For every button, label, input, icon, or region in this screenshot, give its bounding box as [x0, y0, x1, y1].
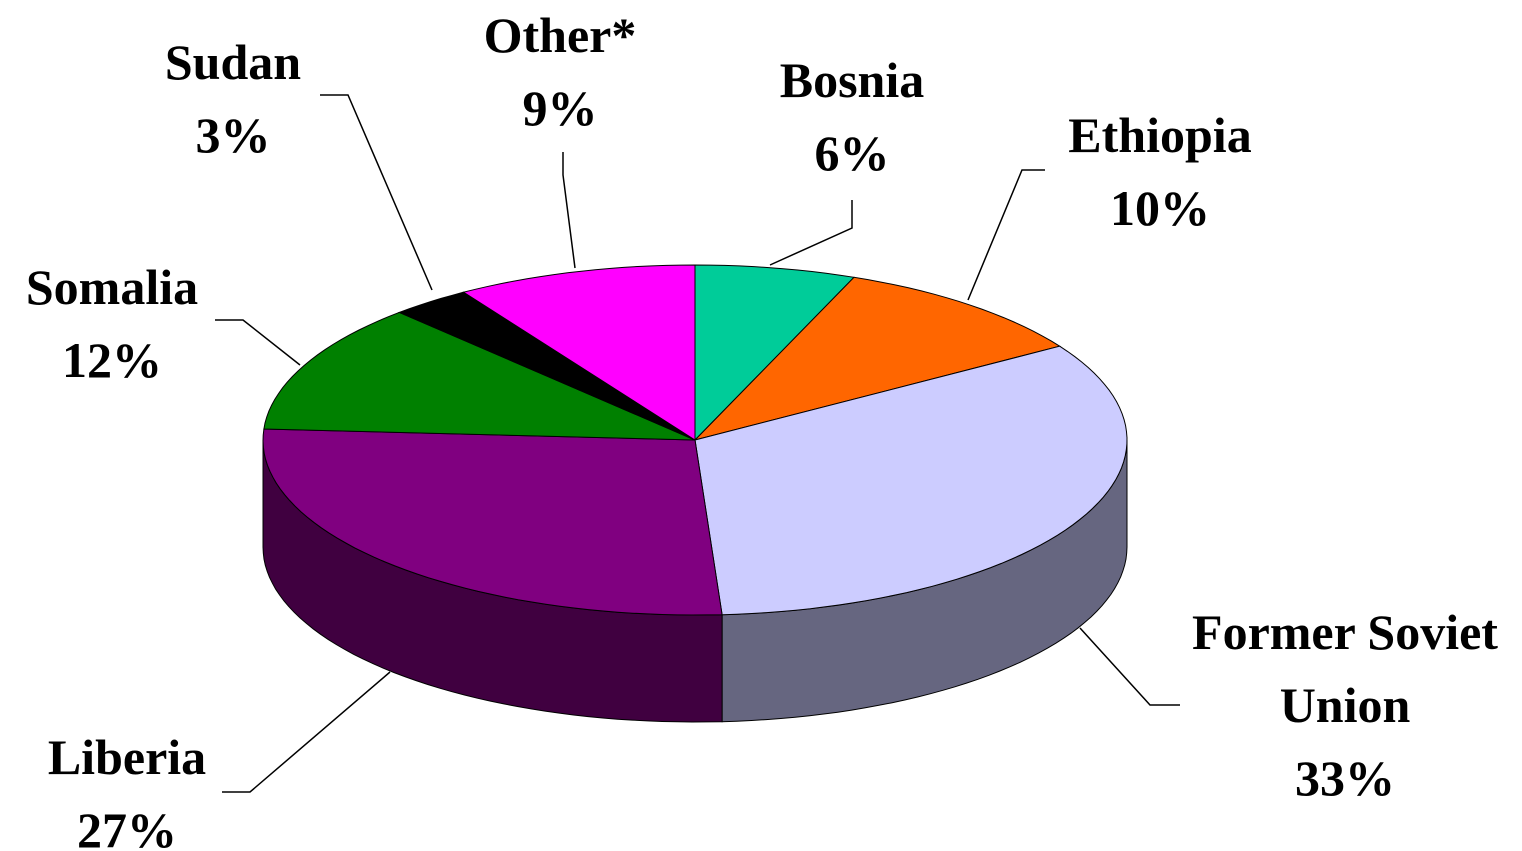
leader-line [320, 94, 433, 291]
value-label: 27% [77, 802, 177, 851]
pie-slice [397, 291, 696, 441]
leader-line [967, 169, 1045, 301]
category-label: Somalia [25, 259, 199, 315]
pie-slice [694, 264, 856, 442]
slice-label: Liberia 27% [0, 721, 257, 851]
pie-slice [693, 276, 1061, 441]
value-label: 33% [1295, 750, 1395, 806]
value-label: 9% [522, 80, 598, 136]
value-label: 3% [195, 107, 271, 163]
leader-line [1079, 627, 1180, 706]
value-label: 10% [1110, 180, 1210, 236]
value-label: 12% [62, 332, 162, 388]
category-label: Sudan [164, 34, 302, 90]
leader-lines [215, 94, 1180, 793]
leader-line [222, 671, 391, 793]
leader-line [215, 319, 301, 366]
category-label: Ethiopia [1068, 107, 1252, 163]
slice-label: Somalia 12% [0, 251, 242, 397]
slice-label: Bosnia 6% [722, 44, 982, 190]
leader-line [562, 152, 576, 269]
slice-label: Former Soviet Union 33% [1180, 596, 1510, 815]
value-label: 6% [814, 125, 890, 181]
category-label: Liberia [47, 729, 207, 785]
category-label: Other* [483, 7, 637, 63]
pie-tops [262, 264, 1128, 616]
slice-label: Ethiopia 10% [1030, 99, 1290, 245]
category-label: Bosnia [779, 52, 925, 108]
pie-slice [694, 345, 1128, 616]
pie-slice [462, 264, 696, 441]
leader-line [769, 200, 853, 266]
slice-label: Other* 9% [430, 0, 690, 145]
category-label: Former Soviet Union [1192, 604, 1498, 733]
slice-label: Sudan 3% [103, 26, 363, 172]
pie-slice [262, 428, 723, 616]
pie-slice [263, 311, 696, 441]
